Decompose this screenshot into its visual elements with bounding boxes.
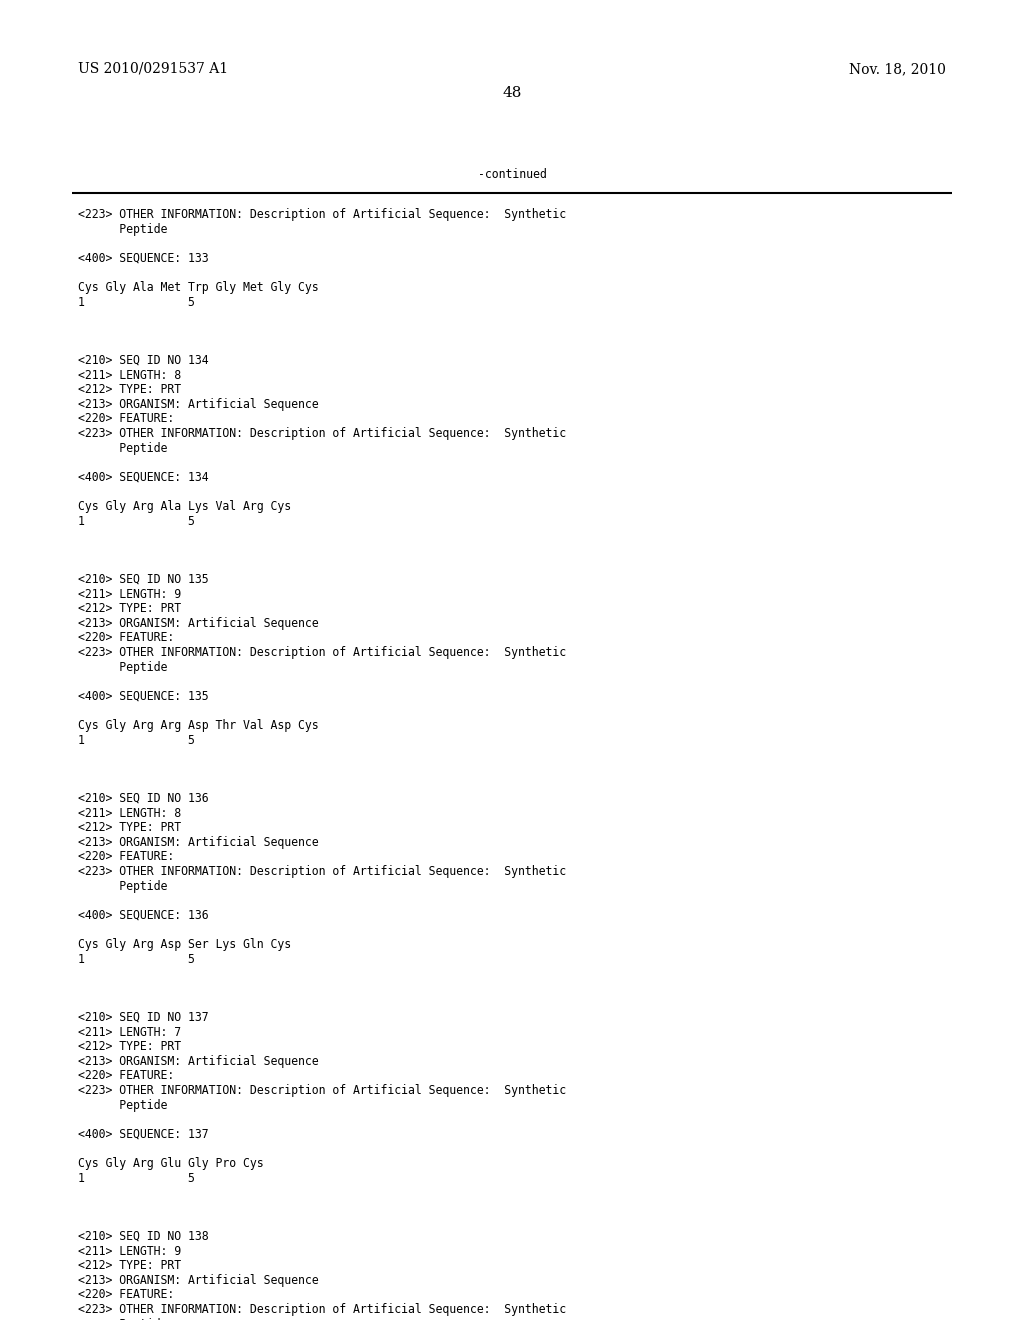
Text: <400> SEQUENCE: 133: <400> SEQUENCE: 133 [78,252,209,265]
Text: Cys Gly Arg Glu Gly Pro Cys: Cys Gly Arg Glu Gly Pro Cys [78,1158,263,1170]
Text: <223> OTHER INFORMATION: Description of Artificial Sequence:  Synthetic: <223> OTHER INFORMATION: Description of … [78,426,566,440]
Text: Peptide: Peptide [78,1317,167,1320]
Text: <213> ORGANISM: Artificial Sequence: <213> ORGANISM: Artificial Sequence [78,1274,318,1287]
Text: <211> LENGTH: 9: <211> LENGTH: 9 [78,1245,181,1258]
Text: Cys Gly Arg Arg Asp Thr Val Asp Cys: Cys Gly Arg Arg Asp Thr Val Asp Cys [78,719,318,733]
Text: <210> SEQ ID NO 138: <210> SEQ ID NO 138 [78,1230,209,1243]
Text: <223> OTHER INFORMATION: Description of Artificial Sequence:  Synthetic: <223> OTHER INFORMATION: Description of … [78,209,566,220]
Text: <220> FEATURE:: <220> FEATURE: [78,1288,174,1302]
Text: <211> LENGTH: 9: <211> LENGTH: 9 [78,587,181,601]
Text: <210> SEQ ID NO 134: <210> SEQ ID NO 134 [78,354,209,367]
Text: <210> SEQ ID NO 137: <210> SEQ ID NO 137 [78,1011,209,1024]
Text: 48: 48 [503,86,521,100]
Text: Cys Gly Arg Ala Lys Val Arg Cys: Cys Gly Arg Ala Lys Val Arg Cys [78,500,291,513]
Text: <213> ORGANISM: Artificial Sequence: <213> ORGANISM: Artificial Sequence [78,836,318,849]
Text: <213> ORGANISM: Artificial Sequence: <213> ORGANISM: Artificial Sequence [78,1055,318,1068]
Text: <213> ORGANISM: Artificial Sequence: <213> ORGANISM: Artificial Sequence [78,397,318,411]
Text: Cys Gly Arg Asp Ser Lys Gln Cys: Cys Gly Arg Asp Ser Lys Gln Cys [78,939,291,950]
Text: 1               5: 1 5 [78,515,195,528]
Text: US 2010/0291537 A1: US 2010/0291537 A1 [78,62,228,77]
Text: <400> SEQUENCE: 137: <400> SEQUENCE: 137 [78,1127,209,1140]
Text: <210> SEQ ID NO 135: <210> SEQ ID NO 135 [78,573,209,586]
Text: <212> TYPE: PRT: <212> TYPE: PRT [78,602,181,615]
Text: Peptide: Peptide [78,442,167,454]
Text: <212> TYPE: PRT: <212> TYPE: PRT [78,383,181,396]
Text: Peptide: Peptide [78,879,167,892]
Text: 1               5: 1 5 [78,953,195,966]
Text: <223> OTHER INFORMATION: Description of Artificial Sequence:  Synthetic: <223> OTHER INFORMATION: Description of … [78,645,566,659]
Text: <400> SEQUENCE: 135: <400> SEQUENCE: 135 [78,690,209,702]
Text: <211> LENGTH: 8: <211> LENGTH: 8 [78,807,181,820]
Text: <220> FEATURE:: <220> FEATURE: [78,850,174,863]
Text: -continued: -continued [477,168,547,181]
Text: <223> OTHER INFORMATION: Description of Artificial Sequence:  Synthetic: <223> OTHER INFORMATION: Description of … [78,865,566,878]
Text: Peptide: Peptide [78,660,167,673]
Text: Peptide: Peptide [78,1098,167,1111]
Text: <212> TYPE: PRT: <212> TYPE: PRT [78,1259,181,1272]
Text: <400> SEQUENCE: 134: <400> SEQUENCE: 134 [78,471,209,484]
Text: <220> FEATURE:: <220> FEATURE: [78,631,174,644]
Text: <210> SEQ ID NO 136: <210> SEQ ID NO 136 [78,792,209,805]
Text: Cys Gly Ala Met Trp Gly Met Gly Cys: Cys Gly Ala Met Trp Gly Met Gly Cys [78,281,318,294]
Text: <223> OTHER INFORMATION: Description of Artificial Sequence:  Synthetic: <223> OTHER INFORMATION: Description of … [78,1084,566,1097]
Text: 1               5: 1 5 [78,1172,195,1184]
Text: <223> OTHER INFORMATION: Description of Artificial Sequence:  Synthetic: <223> OTHER INFORMATION: Description of … [78,1303,566,1316]
Text: Peptide: Peptide [78,223,167,235]
Text: <220> FEATURE:: <220> FEATURE: [78,412,174,425]
Text: <213> ORGANISM: Artificial Sequence: <213> ORGANISM: Artificial Sequence [78,616,318,630]
Text: <211> LENGTH: 8: <211> LENGTH: 8 [78,368,181,381]
Text: Nov. 18, 2010: Nov. 18, 2010 [849,62,946,77]
Text: 1               5: 1 5 [78,296,195,309]
Text: <400> SEQUENCE: 136: <400> SEQUENCE: 136 [78,908,209,921]
Text: <220> FEATURE:: <220> FEATURE: [78,1069,174,1082]
Text: <211> LENGTH: 7: <211> LENGTH: 7 [78,1026,181,1039]
Text: 1               5: 1 5 [78,734,195,747]
Text: <212> TYPE: PRT: <212> TYPE: PRT [78,1040,181,1053]
Text: <212> TYPE: PRT: <212> TYPE: PRT [78,821,181,834]
